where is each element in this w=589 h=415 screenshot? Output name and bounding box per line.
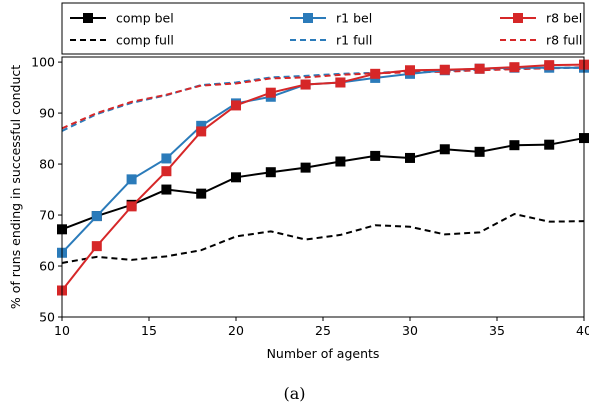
legend-label-r1-full: r1 full xyxy=(336,33,372,48)
y-tick-label: 60 xyxy=(39,259,55,274)
data-point-r1-bel xyxy=(196,120,207,131)
data-point-comp-bel xyxy=(161,184,172,195)
data-point-r8-bel xyxy=(161,166,172,177)
data-point-r1-bel xyxy=(91,211,102,222)
line-chart: 10 15 20 25 30 35 40 50 60 70 80 90 100 Number of a… xyxy=(8,2,589,361)
series-layer xyxy=(57,59,589,296)
y-tick-label: 50 xyxy=(39,310,55,325)
data-point-comp-bel xyxy=(231,172,241,183)
series-line-r1-bel xyxy=(61,66,584,254)
x-tick-label: 35 xyxy=(489,323,505,338)
data-point-r8-bel xyxy=(509,62,520,73)
data-point-r8-bel xyxy=(91,241,102,252)
x-tick-label: 30 xyxy=(402,323,418,338)
data-point-r8-bel xyxy=(439,64,450,75)
y-axis-label: % of runs ending in successful conduct xyxy=(8,65,23,309)
series-line-r8-bel xyxy=(61,63,585,292)
legend-label-comp-full: comp full xyxy=(116,33,174,48)
series-line-r8-full xyxy=(61,66,585,130)
legend: comp bel r1 bel r8 bel comp full r1 full r8 f… xyxy=(61,2,585,55)
x-axis: 10 15 20 25 30 35 40 xyxy=(54,317,589,338)
data-point-r8-bel xyxy=(544,60,555,71)
data-point-r8-bel xyxy=(196,126,207,137)
data-point-r8-bel xyxy=(405,65,415,76)
legend-label-r8-bel: r8 bel xyxy=(546,11,582,26)
x-tick-label: 15 xyxy=(141,323,157,338)
data-point-r8-bel xyxy=(300,79,311,90)
x-tick-label: 10 xyxy=(54,323,70,338)
data-point-r1-bel xyxy=(126,174,137,185)
data-point-r8-bel xyxy=(335,77,346,88)
data-point-comp-bel xyxy=(335,156,346,167)
data-point-comp-bel xyxy=(300,162,311,173)
data-point-comp-bel xyxy=(265,167,276,178)
y-tick-label: 90 xyxy=(39,106,55,121)
data-point-r8-bel xyxy=(370,68,381,79)
data-point-comp-bel xyxy=(509,140,520,151)
y-tick-label: 70 xyxy=(39,208,55,223)
x-axis-label: Number of agents xyxy=(267,346,380,361)
y-axis: 50 60 70 80 90 100 xyxy=(31,55,62,325)
x-tick-label: 25 xyxy=(315,323,331,338)
y-tick-label: 100 xyxy=(31,55,55,70)
data-point-comp-bel xyxy=(474,146,485,157)
legend-marker-r1-bel xyxy=(303,13,313,23)
series-line-comp-full xyxy=(61,212,585,264)
x-tick-label: 40 xyxy=(576,323,589,338)
data-point-r1-bel xyxy=(161,153,172,164)
data-point-r8-bel xyxy=(265,87,276,98)
data-point-comp-bel xyxy=(405,152,415,163)
data-point-r8-bel xyxy=(126,201,137,212)
legend-label-comp-bel: comp bel xyxy=(116,11,174,26)
data-point-r8-bel xyxy=(231,100,241,111)
y-tick-label: 80 xyxy=(39,157,55,172)
series-line-comp-bel xyxy=(61,137,585,231)
legend-marker-comp-bel xyxy=(83,13,93,23)
legend-label-r1-bel: r1 bel xyxy=(336,11,372,26)
legend-frame xyxy=(61,2,585,55)
plot-frame xyxy=(61,56,585,318)
legend-marker-r8-bel xyxy=(513,13,523,23)
figure-caption: (a) xyxy=(283,384,306,403)
data-point-r8-bel xyxy=(474,63,485,74)
x-tick-label: 20 xyxy=(228,323,244,338)
legend-label-r8-full: r8 full xyxy=(546,33,582,48)
data-point-comp-bel xyxy=(370,150,381,161)
data-point-comp-bel xyxy=(196,188,207,199)
data-point-comp-bel xyxy=(439,144,450,155)
data-point-comp-bel xyxy=(544,139,555,150)
